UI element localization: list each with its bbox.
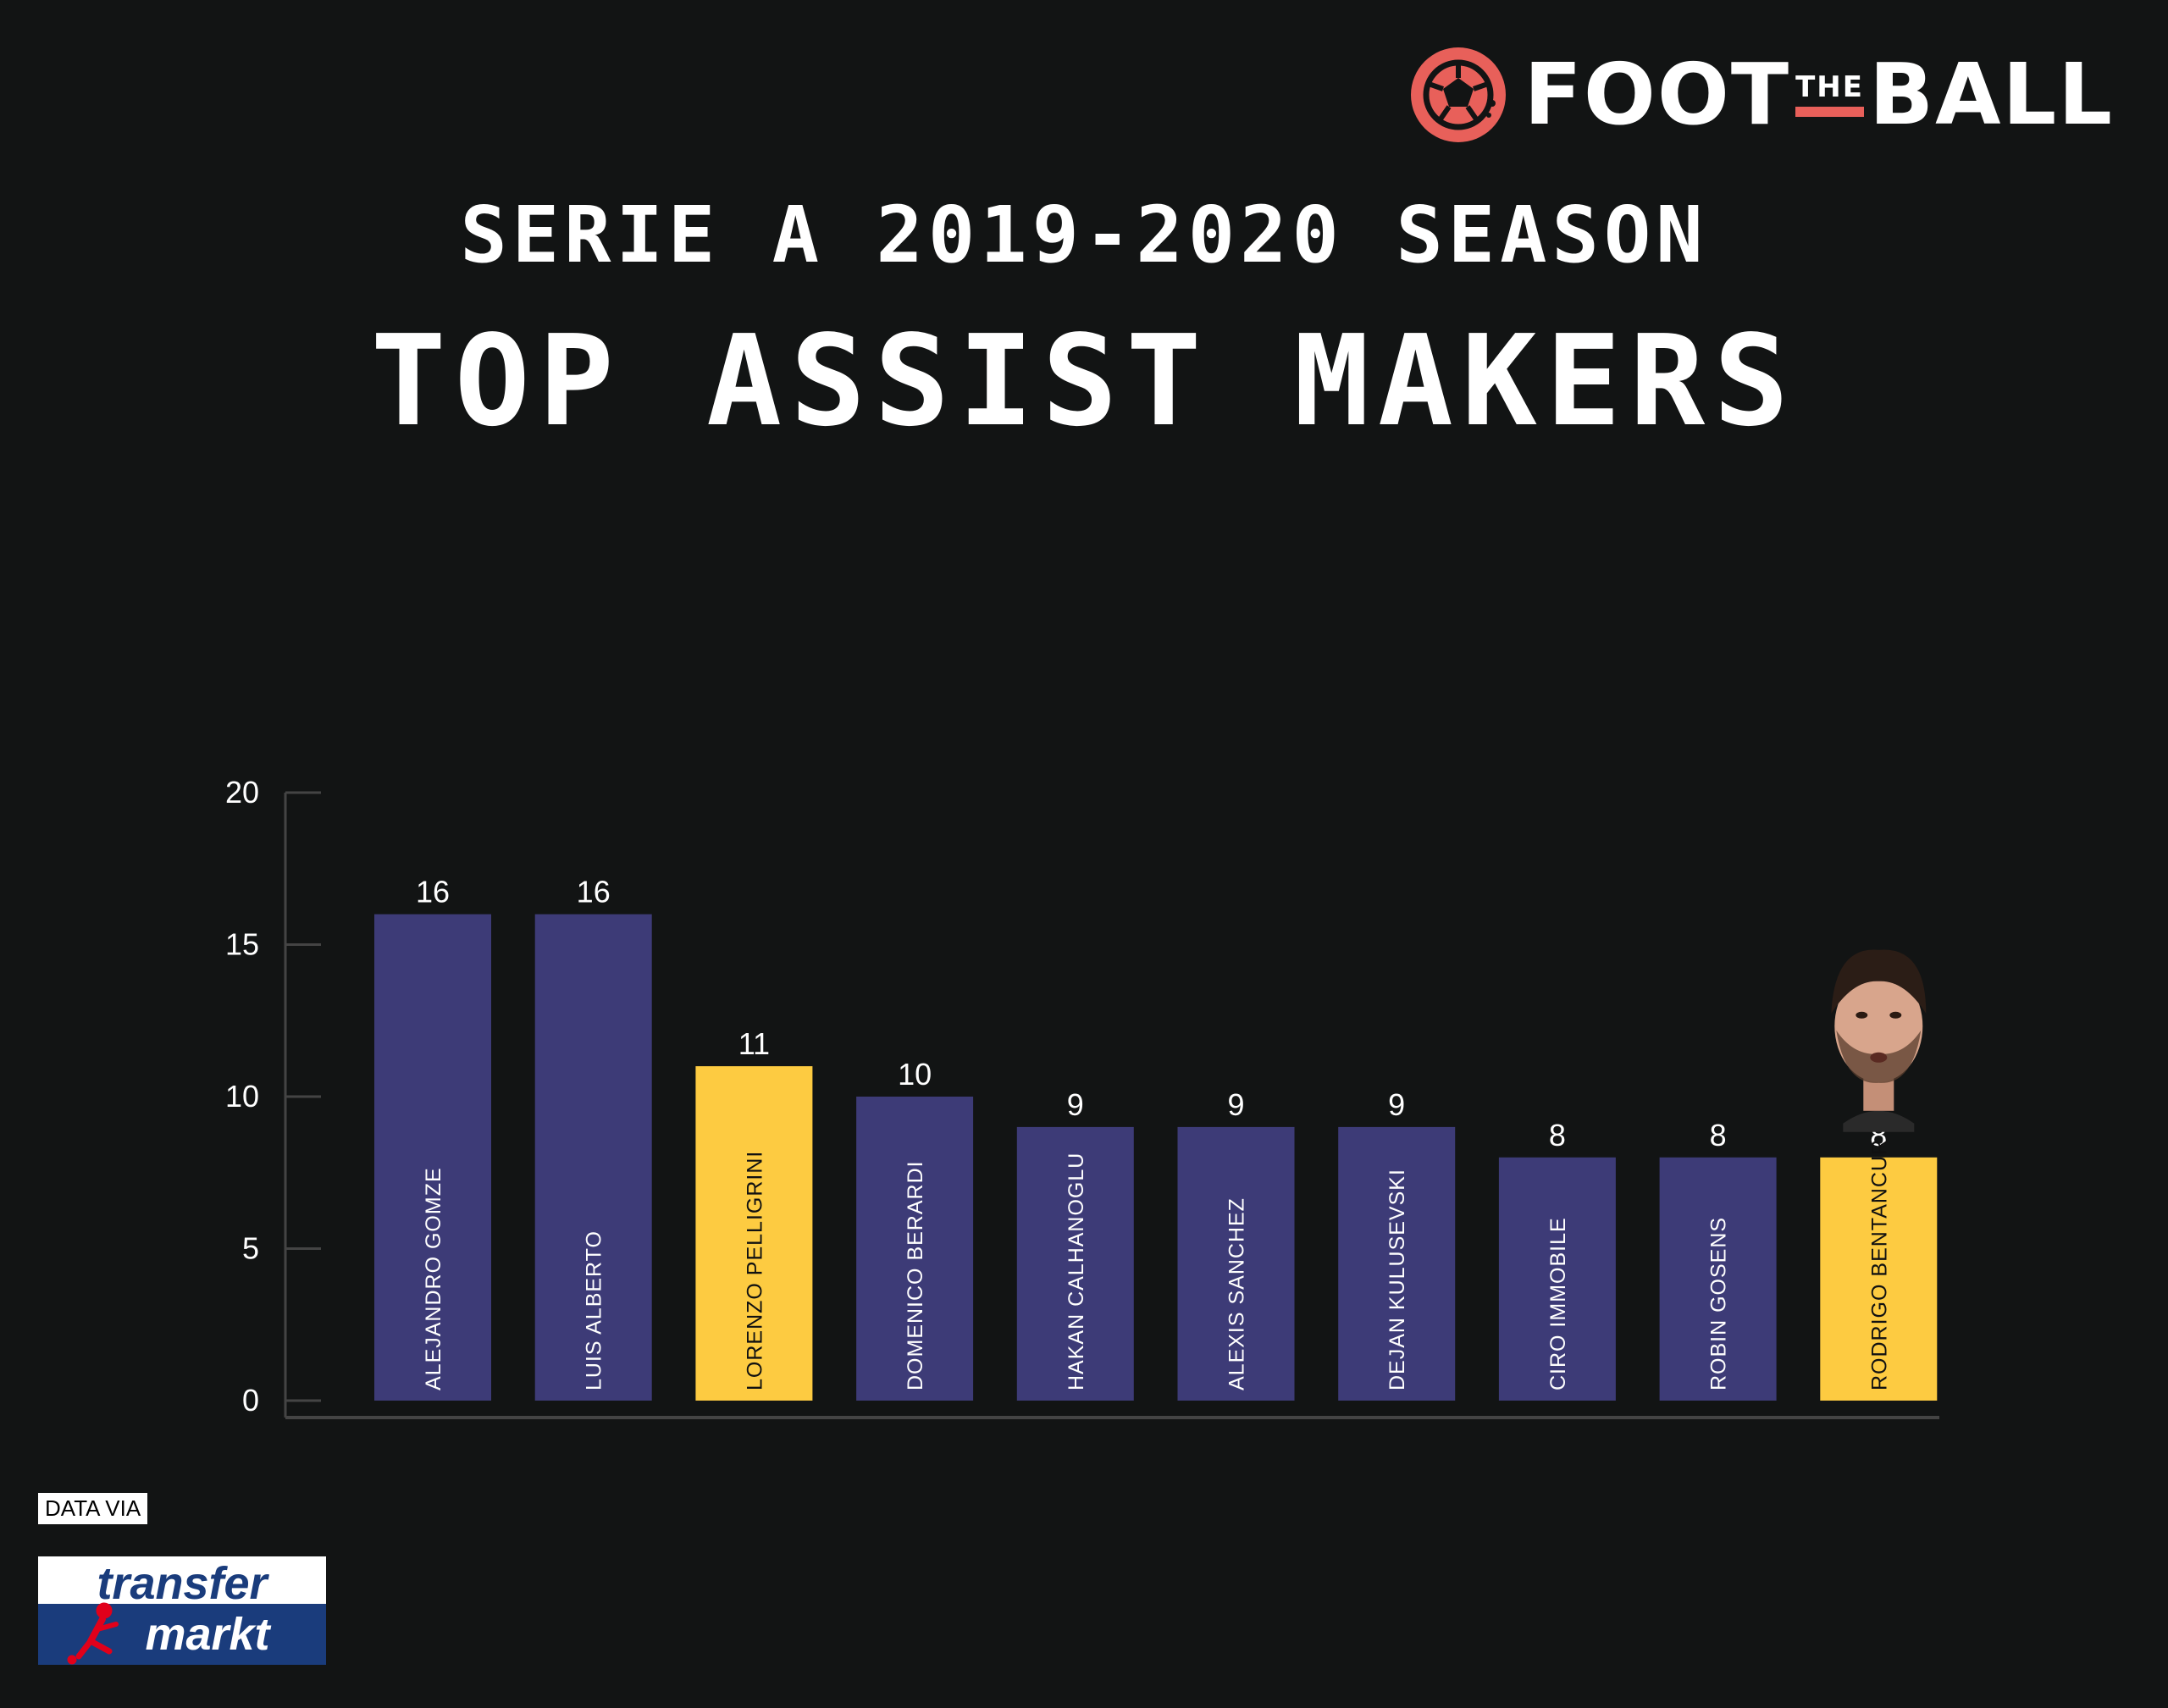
player-mouth	[1870, 1052, 1888, 1063]
y-tick-label: 15	[225, 927, 259, 962]
bar	[374, 914, 491, 1401]
y-tick-label: 10	[225, 1079, 259, 1114]
bar-value-label: 8	[1710, 1118, 1727, 1152]
bar-category-label: ALEXIS SANCHEZ	[1225, 1197, 1249, 1390]
bar-value-label: 11	[738, 1026, 770, 1061]
bar	[1177, 1126, 1295, 1401]
bar	[1659, 1157, 1777, 1401]
brand-wordmark: FOOT THE BALL	[1524, 53, 2114, 137]
chart-bars: 16 ALEJANDRO GOMZE 16 LUIS ALBERTO 11 LORENZO…	[374, 875, 1938, 1401]
running-player-icon	[67, 1602, 119, 1665]
transfermarkt-logo-bottom: markt	[145, 1609, 271, 1660]
page-title: TOP ASSIST MAKERS	[370, 308, 1798, 454]
transfermarkt-logo-top: transfer	[97, 1558, 269, 1609]
bar-value-label: 9	[1388, 1087, 1405, 1122]
transfermarkt-logo[interactable]: transfer markt	[38, 1556, 326, 1665]
player-photo	[1831, 949, 1927, 1132]
bar	[1498, 1157, 1616, 1401]
y-tick-label: 20	[225, 775, 259, 810]
y-tick-label: 5	[242, 1231, 259, 1266]
y-tick-label: 0	[242, 1383, 259, 1418]
bar	[1338, 1126, 1456, 1401]
bar-category-label: LUIS ALBERTO	[583, 1230, 606, 1390]
bar-category-label: DEJAN KULUSEVSKI	[1385, 1169, 1409, 1390]
bar-category-label: HAKAN CALHANOGLU	[1065, 1152, 1088, 1390]
chart-axes: 0 5 10 15 20	[225, 775, 1939, 1419]
source-caption: DATA VIA	[38, 1493, 148, 1524]
page-subtitle: SERIE A 2019-2020 SEASON	[460, 190, 1708, 280]
bar	[1820, 1157, 1938, 1401]
brand-name-right: BALL	[1868, 45, 2114, 144]
bar-category-label: CIRO IMMOBILE	[1546, 1217, 1570, 1390]
bar-category-label: ALEJANDRO GOMZE	[422, 1167, 445, 1390]
bar-value-label: 8	[1549, 1118, 1566, 1152]
brand-logo[interactable]: FOOT THE BALL	[1408, 44, 2114, 146]
bar-value-label: 9	[1227, 1087, 1244, 1122]
bar-category-label: ROBIN GOSENS	[1707, 1217, 1731, 1390]
bar	[695, 1066, 813, 1401]
bar-value-label: 10	[898, 1057, 932, 1092]
bar-value-label: 9	[1067, 1087, 1084, 1122]
player-shoulders	[1843, 1110, 1915, 1132]
bar	[1016, 1126, 1134, 1401]
bar-category-label: RODRIGO BENTANCUR	[1867, 1139, 1891, 1390]
bar	[534, 914, 652, 1401]
bar	[856, 1097, 974, 1401]
bar-category-label: DOMENICO BERARDI	[904, 1160, 927, 1390]
player-hair	[1831, 949, 1927, 1014]
football-icon	[1410, 47, 1506, 142]
brand-name-middle: THE	[1795, 73, 1864, 117]
brand-name-left: FOOT	[1524, 45, 1791, 144]
bar-category-label: LORENZO PELLIGRINI	[743, 1151, 766, 1390]
player-eye	[1856, 1011, 1868, 1019]
player-eye	[1889, 1011, 1902, 1019]
bar-value-label: 16	[416, 875, 450, 909]
bar-value-label: 16	[577, 875, 611, 909]
